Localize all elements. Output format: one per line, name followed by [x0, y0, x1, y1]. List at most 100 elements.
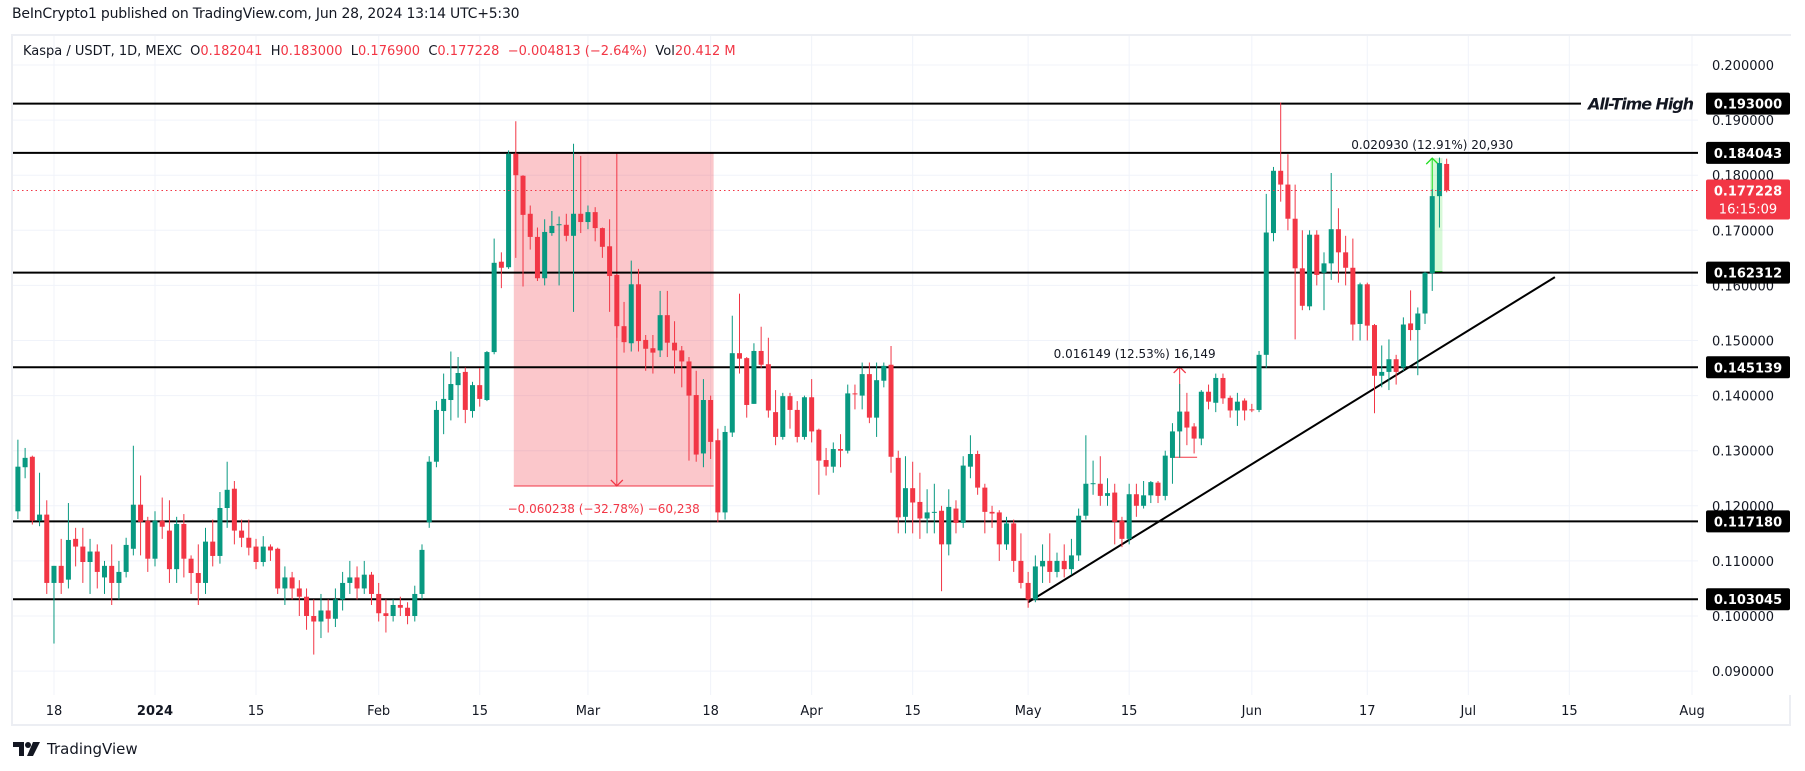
candle-body	[80, 546, 86, 563]
candle	[1162, 450, 1168, 501]
candle-body	[924, 512, 930, 519]
candle	[80, 527, 86, 583]
candle-body	[953, 508, 959, 523]
candle-body	[1372, 325, 1378, 376]
low-value: 0.176900	[358, 44, 421, 59]
candle-body	[1119, 520, 1125, 539]
candle-body	[693, 395, 699, 455]
candle	[571, 143, 577, 312]
candle-body	[253, 546, 259, 563]
candle	[1328, 172, 1334, 280]
candle	[982, 483, 988, 534]
candle-body	[1379, 371, 1385, 376]
candle	[275, 547, 281, 594]
candle	[1386, 339, 1392, 391]
date-tick-label: 18	[46, 704, 63, 719]
symbol-label[interactable]: Kaspa / USDT, 1D, MEXC	[23, 44, 182, 59]
candle	[1249, 403, 1255, 413]
candle	[773, 390, 779, 446]
candle-body	[397, 604, 403, 608]
candle	[145, 516, 151, 572]
price-tick-label: 0.130000	[1712, 445, 1774, 460]
candle-body	[975, 454, 981, 488]
candle	[700, 379, 706, 468]
candle	[1444, 158, 1450, 193]
level-price-badge	[1706, 510, 1790, 533]
candle	[1242, 398, 1248, 421]
candle	[462, 367, 468, 424]
candle	[1429, 188, 1435, 291]
candle	[910, 461, 916, 534]
candle	[1220, 373, 1226, 404]
all-time-high-label: All-Time High	[1586, 95, 1694, 114]
candle-body	[549, 225, 555, 234]
candle	[203, 527, 209, 594]
candle-body	[852, 393, 858, 395]
candle	[794, 401, 800, 443]
candle-body	[563, 224, 569, 236]
candle-body	[1126, 494, 1132, 539]
candle-body	[311, 616, 317, 622]
candle-body	[657, 315, 663, 351]
candle	[715, 428, 721, 523]
bar-countdown-label: 16:15:09	[1719, 202, 1777, 217]
candle	[859, 362, 865, 410]
candle	[1415, 307, 1421, 376]
candle-body	[368, 574, 374, 594]
candle	[1011, 519, 1017, 572]
candle-body	[534, 236, 540, 279]
candle-body	[181, 523, 187, 559]
candle-body	[866, 374, 872, 418]
candle-body	[592, 212, 598, 229]
candle-body	[1112, 492, 1118, 522]
candle-body	[340, 582, 346, 600]
candle	[477, 368, 483, 407]
candle-body	[123, 544, 129, 572]
candle	[599, 227, 605, 258]
trendline	[1027, 276, 1556, 604]
candle-body	[304, 596, 310, 616]
candle	[181, 514, 187, 578]
candle	[1292, 184, 1298, 340]
candle-body	[1155, 482, 1161, 496]
candle	[527, 205, 533, 250]
candle-body	[1393, 359, 1399, 372]
date-tick-label: 2024	[137, 704, 173, 719]
candle-body	[109, 565, 115, 583]
price-axis: 0.2000000.1900000.1800000.1700000.160000…	[1698, 36, 1792, 695]
candle	[838, 434, 844, 468]
candle	[195, 544, 201, 605]
candle-body	[159, 520, 165, 527]
candle	[1285, 154, 1291, 231]
candle-body	[1025, 582, 1031, 600]
candle-body	[643, 339, 649, 349]
level-price-badge	[1706, 588, 1790, 611]
candle-body	[614, 274, 620, 327]
level-lines: All-Time High	[13, 95, 1706, 604]
candle-body	[1285, 184, 1291, 219]
candle	[123, 537, 129, 578]
low-label: L	[350, 44, 359, 59]
candle	[1364, 282, 1370, 341]
candle-body	[484, 352, 490, 401]
tradingview-logo[interactable]: TradingView	[13, 740, 138, 758]
candle-body	[1242, 400, 1248, 411]
candle-body	[902, 488, 908, 517]
last-price-label: 0.177228	[1714, 184, 1782, 199]
candle	[188, 555, 194, 594]
candle	[470, 381, 476, 418]
candle-body	[650, 348, 656, 353]
level-price-badge	[1706, 261, 1790, 284]
candle-body	[1061, 560, 1067, 570]
candle	[311, 599, 317, 655]
candle	[37, 472, 43, 527]
candle-body	[1263, 232, 1269, 355]
volume-value: 20.412 M	[674, 44, 736, 59]
candle-body	[571, 213, 577, 236]
candle-body	[780, 396, 786, 437]
candle	[614, 274, 620, 338]
level-price-label: 0.145139	[1714, 361, 1782, 376]
candle-body	[1364, 284, 1370, 326]
candle	[282, 566, 288, 605]
